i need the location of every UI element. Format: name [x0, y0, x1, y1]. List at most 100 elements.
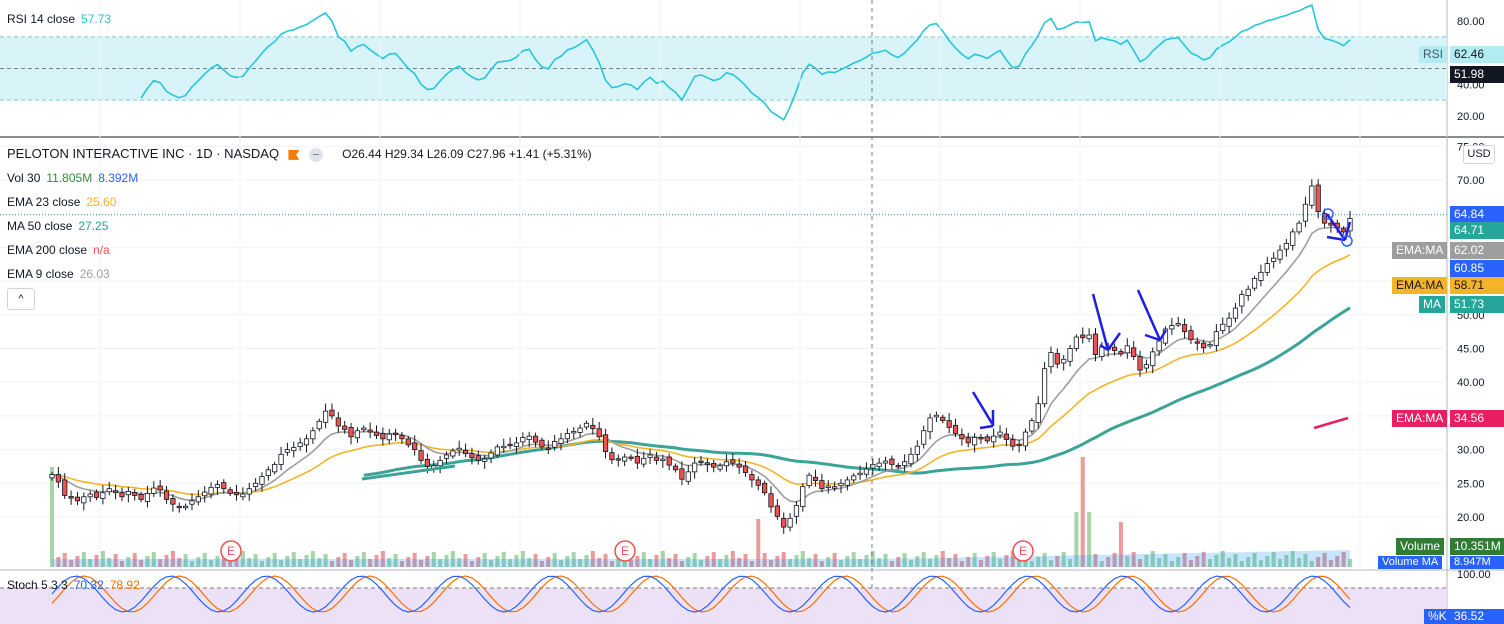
candle-body: [1137, 356, 1143, 371]
volume-bar: [215, 556, 220, 567]
candle-body: [730, 459, 736, 464]
volume-bar: [380, 551, 385, 567]
candle-body: [558, 438, 564, 444]
volume-bar: [1195, 556, 1200, 567]
candle-body: [81, 496, 87, 504]
volume-bar: [864, 555, 869, 567]
candle-body: [653, 456, 660, 461]
candle-body: [1188, 330, 1194, 341]
candle-body: [1086, 334, 1092, 340]
volume-bar: [202, 553, 207, 567]
candle-body: [163, 490, 170, 500]
volume-bar: [1252, 553, 1257, 567]
volume-bar: [1227, 558, 1232, 567]
volume-bar: [781, 552, 786, 567]
stoch-d-line: [51, 575, 1351, 613]
candle-body: [469, 453, 475, 459]
volume-bar: [883, 554, 888, 567]
volume-bar: [253, 554, 258, 567]
candle-body: [870, 464, 876, 469]
candle-body: [889, 458, 895, 465]
minus-icon[interactable]: −: [308, 147, 323, 162]
candle-body: [647, 454, 653, 458]
candle-body: [1341, 228, 1347, 233]
volume-bar: [196, 557, 201, 567]
volume-bar: [660, 551, 665, 567]
candle-body: [672, 465, 679, 471]
candle-body: [1290, 231, 1296, 246]
volume-bar: [934, 555, 939, 567]
candle-body: [399, 435, 405, 440]
candle-body: [119, 492, 125, 498]
annotation-arrow: [1091, 293, 1110, 351]
price-tick-label: 30.00: [1457, 445, 1485, 457]
candle-body: [1010, 439, 1016, 447]
volume-bar: [406, 557, 411, 567]
candle-body: [68, 496, 74, 499]
candle-body: [768, 493, 774, 508]
volume-bar: [1309, 561, 1314, 567]
volume-bar: [1150, 551, 1155, 567]
candle-body: [1061, 358, 1067, 364]
volume-bar: [393, 554, 398, 567]
rsi-badge-label: RSI: [1419, 46, 1448, 63]
candle-body: [717, 465, 723, 470]
volume-bar: [209, 560, 214, 567]
candle-body: [622, 456, 628, 462]
volume-bar: [151, 552, 156, 567]
ma-tag-label: MA: [1419, 296, 1445, 313]
volume-bar: [272, 553, 277, 567]
ma50-line: [363, 306, 1351, 477]
candle-body: [456, 447, 462, 451]
price-tick-label: 20.00: [1457, 512, 1485, 524]
currency-button[interactable]: USD: [1463, 145, 1495, 164]
volume-bar: [234, 555, 239, 567]
candle-body: [1201, 342, 1207, 349]
flag-icon[interactable]: [288, 149, 300, 160]
volume-bar: [75, 556, 80, 567]
volume-bar: [450, 551, 455, 567]
volume-bar: [1055, 556, 1060, 567]
volume-bar: [1131, 552, 1136, 567]
volume-bar: [692, 553, 697, 567]
earnings-marker: [1012, 540, 1034, 562]
ema200-value: n/a: [93, 243, 110, 257]
volume-bar: [81, 552, 86, 567]
volume-bar: [578, 559, 583, 567]
rsi-value: 57.73: [81, 12, 112, 26]
volume-ma-area: [52, 550, 1350, 567]
candle-body: [361, 427, 367, 431]
volume-bar: [1214, 555, 1219, 567]
volume-bar: [221, 552, 226, 567]
candle-body: [711, 463, 717, 468]
ema23-legend: EMA 23 close 25.60: [7, 195, 122, 209]
volume-bar: [50, 467, 54, 567]
volume-bar: [158, 559, 163, 567]
candle-body: [1041, 368, 1048, 405]
candle-body: [933, 414, 940, 418]
candle-body: [221, 482, 227, 490]
volume-bar: [1087, 512, 1092, 567]
candle-body: [762, 482, 768, 494]
symbol-title[interactable]: PELOTON INTERACTIVE INC · 1D · NASDAQ: [7, 146, 280, 161]
volume-bar: [730, 551, 735, 567]
candle-body: [571, 431, 577, 434]
candle-body: [1271, 257, 1277, 262]
volume-bar: [794, 555, 799, 567]
candle-body: [125, 490, 131, 496]
volume-bar: [896, 557, 901, 567]
collapse-legend-button[interactable]: ^: [7, 288, 35, 310]
candle-body: [742, 465, 749, 473]
candle-body: [494, 446, 500, 456]
volume-bar: [279, 560, 284, 567]
volume-bar: [170, 551, 175, 567]
volume-bar: [1004, 555, 1009, 567]
volume-bar: [1341, 552, 1346, 567]
candle-body: [641, 457, 647, 465]
candle-body: [55, 474, 61, 483]
volume-bar: [1335, 556, 1340, 567]
volume-bar: [686, 557, 691, 567]
volume-bar: [616, 557, 621, 567]
candle-body: [443, 454, 450, 459]
